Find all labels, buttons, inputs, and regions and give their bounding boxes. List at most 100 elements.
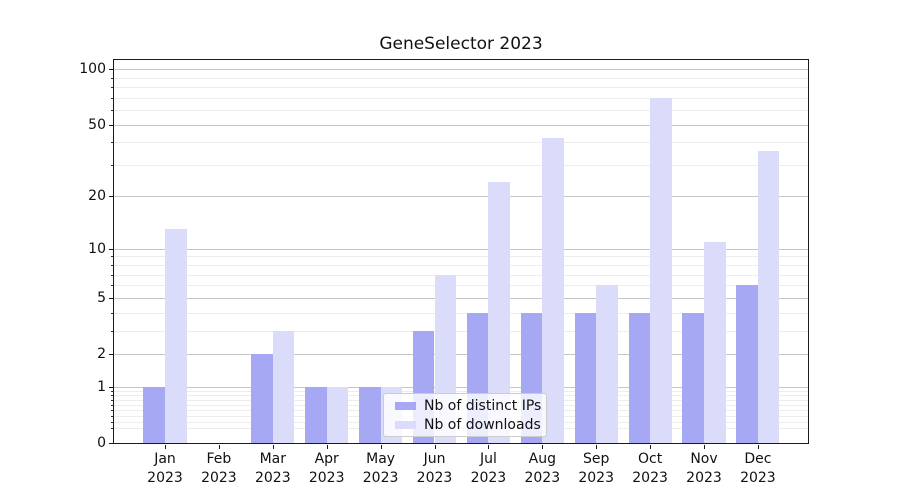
minor-gridline xyxy=(114,312,808,314)
y-axis-tick xyxy=(109,298,113,299)
bar-distinct-ips-jan xyxy=(143,386,165,443)
x-axis-tick-label-line: Sep xyxy=(582,451,610,467)
chart-title: GeneSelector 2023 xyxy=(379,34,543,54)
bar-downloads-oct xyxy=(650,97,672,443)
x-axis-tick xyxy=(704,445,705,449)
minor-gridline xyxy=(114,77,808,79)
bar-downloads-apr xyxy=(326,386,349,443)
minor-gridline xyxy=(114,391,808,392)
major-gridline xyxy=(114,196,808,198)
x-axis-tick xyxy=(757,445,759,449)
minor-gridline xyxy=(114,274,808,276)
x-axis-tick xyxy=(542,445,544,449)
minor-gridline xyxy=(114,256,808,258)
x-axis-tick-label-line: Nov xyxy=(690,451,718,467)
x-axis-tick xyxy=(165,445,166,449)
y-axis-tick-label: 10 xyxy=(88,240,106,257)
x-axis-tick xyxy=(326,445,328,449)
x-axis-tick-label-line: Mar xyxy=(259,451,286,467)
x-axis-tick-label-line: Aug xyxy=(528,451,556,467)
legend: Nb of distinct IPs Nb of downloads xyxy=(383,393,547,437)
x-axis-tick xyxy=(380,445,382,449)
x-axis-tick-label: Apr 2023 xyxy=(295,450,359,488)
x-axis-tick-label-line: Jan xyxy=(154,451,176,467)
y-axis-minor-tick xyxy=(111,87,113,88)
y-axis-tick xyxy=(109,387,113,388)
x-axis-tick-label-line: Apr xyxy=(314,451,339,467)
minor-gridline xyxy=(114,87,808,89)
bar-downloads-nov xyxy=(704,241,726,443)
x-axis-tick-label-line: Jul xyxy=(479,451,497,467)
major-gridline xyxy=(114,248,808,250)
x-axis-tick-label-line: 2023 xyxy=(686,470,722,486)
x-axis-tick xyxy=(650,445,652,449)
y-axis-minor-tick xyxy=(111,331,113,332)
x-axis-tick xyxy=(218,445,220,449)
y-axis-minor-tick xyxy=(111,265,113,266)
y-axis-minor-tick xyxy=(111,256,113,257)
y-axis-minor-tick xyxy=(111,285,113,286)
y-axis-minor-tick xyxy=(111,391,113,392)
x-axis-tick-label-line: Jun xyxy=(423,451,446,467)
x-axis-tick-label-line: May xyxy=(366,451,396,467)
x-axis-tick-label-line: 2023 xyxy=(470,470,507,486)
x-axis-tick xyxy=(596,445,598,449)
minor-gridline xyxy=(114,97,808,99)
x-axis-tick-label: Mar 2023 xyxy=(241,450,305,488)
major-gridline xyxy=(114,386,808,388)
bar-distinct-ips-nov xyxy=(682,312,704,443)
x-axis-tick xyxy=(488,445,490,449)
x-axis-tick-label: Sep 2023 xyxy=(564,450,628,488)
y-axis-minor-tick xyxy=(111,416,113,417)
y-axis-tick-label: 20 xyxy=(88,188,106,205)
y-axis-tick-label: 0 xyxy=(97,435,106,451)
bar-distinct-ips-sep xyxy=(574,312,597,443)
y-axis-tick xyxy=(109,125,113,126)
bar-downloads-jul xyxy=(488,182,510,443)
legend-row-distinct-ips: Nb of distinct IPs xyxy=(384,398,546,414)
x-axis-tick xyxy=(272,445,274,449)
y-axis-tick xyxy=(109,196,113,197)
y-axis-minor-tick xyxy=(111,165,113,166)
x-axis-tick-label: Nov 2023 xyxy=(672,450,736,488)
minor-gridline xyxy=(114,285,808,287)
x-axis-tick-label: Jun 2023 xyxy=(403,450,467,488)
x-axis-tick-label-line: 2023 xyxy=(740,470,776,486)
x-axis-tick-label-line: 2023 xyxy=(632,470,668,486)
x-axis-tick-label-line: 2023 xyxy=(578,470,614,486)
legend-swatch-distinct-ips xyxy=(395,401,416,410)
y-axis-minor-tick xyxy=(111,395,113,396)
major-gridline xyxy=(114,354,808,355)
y-axis-minor-tick xyxy=(111,78,113,79)
y-axis-tick xyxy=(109,354,113,355)
y-axis-minor-tick xyxy=(111,98,113,99)
x-axis-tick-label-line: 2023 xyxy=(308,470,345,486)
legend-swatch-downloads xyxy=(395,420,416,429)
bar-downloads-sep xyxy=(596,285,618,443)
y-axis-minor-tick xyxy=(111,313,113,314)
x-axis-tick-label: Jan 2023 xyxy=(133,450,197,488)
y-axis-tick-label: 50 xyxy=(88,116,106,133)
bar-distinct-ips-apr xyxy=(305,386,327,443)
x-axis-tick-label: Dec 2023 xyxy=(726,450,790,488)
y-axis-tick-label: 100 xyxy=(79,61,106,78)
x-axis-tick-label-line: 2023 xyxy=(416,470,453,486)
minor-gridline xyxy=(114,265,808,267)
legend-label-distinct-ips: Nb of distinct IPs xyxy=(424,397,542,414)
minor-gridline xyxy=(114,330,808,332)
y-axis-tick xyxy=(109,443,113,444)
y-axis-tick xyxy=(109,249,113,250)
major-gridline xyxy=(114,69,808,71)
x-axis-tick-label-line: Feb xyxy=(206,451,232,467)
y-axis-tick-label: 2 xyxy=(97,346,106,362)
bar-downloads-aug xyxy=(542,138,564,443)
bar-downloads-mar xyxy=(272,330,295,443)
minor-gridline xyxy=(114,110,808,112)
major-gridline xyxy=(114,124,808,126)
y-axis-minor-tick xyxy=(111,275,113,276)
y-axis-minor-tick xyxy=(111,142,113,143)
x-axis-tick-label-line: Dec xyxy=(744,451,772,467)
y-axis-minor-tick xyxy=(111,110,113,111)
x-axis-tick-label-line: Oct xyxy=(637,451,663,467)
